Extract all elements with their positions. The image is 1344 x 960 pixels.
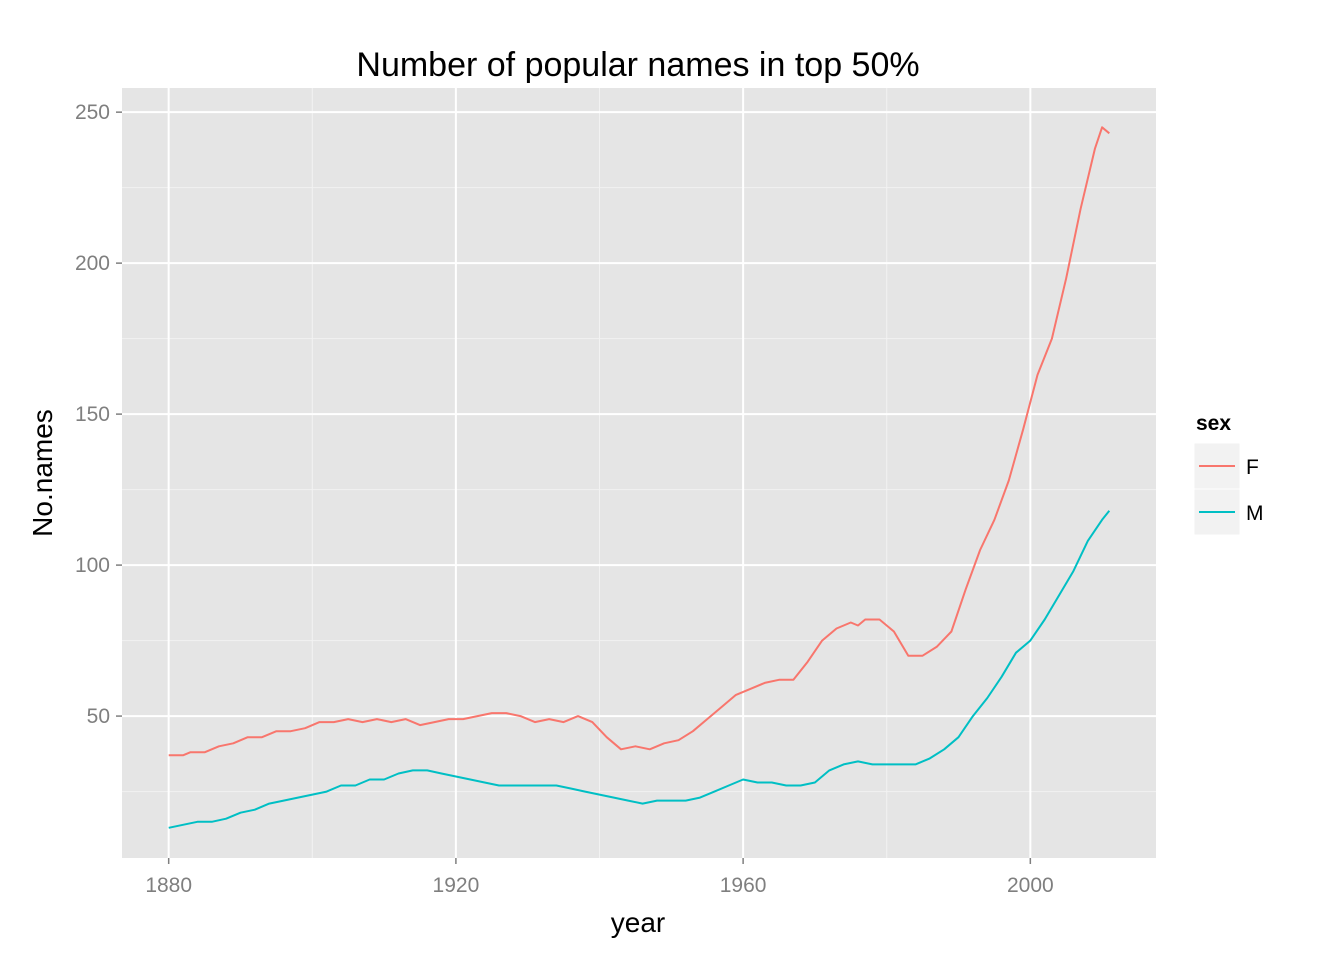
- series-lines: [168, 126, 1111, 829]
- series-line-f: [168, 126, 1110, 757]
- x-tick-label: 1880: [145, 874, 192, 897]
- x-axis-label: year: [611, 907, 665, 938]
- legend: sex FM: [1193, 412, 1264, 536]
- y-tick-label: 100: [75, 554, 110, 577]
- y-tick-label: 200: [75, 252, 110, 275]
- y-tick-label: 250: [75, 101, 110, 124]
- x-tick-label: 1960: [720, 874, 767, 897]
- legend-title: sex: [1196, 412, 1231, 435]
- minor-gridlines: [122, 88, 1156, 858]
- y-axis-label: No.names: [27, 409, 58, 537]
- legend-label-f: F: [1246, 456, 1259, 479]
- major-gridlines: [122, 88, 1156, 858]
- y-axis-ticks: 50 100 150 200 250: [75, 101, 122, 728]
- x-tick-label: 1920: [433, 874, 480, 897]
- x-tick-label: 2000: [1007, 874, 1054, 897]
- legend-label-m: M: [1246, 502, 1264, 525]
- y-tick-label: 150: [75, 403, 110, 426]
- y-tick-label: 50: [87, 705, 110, 728]
- x-axis-ticks: 1880 1920 1960 2000: [145, 858, 1054, 897]
- series-line-m: [168, 510, 1111, 829]
- plot-panel: [122, 88, 1156, 858]
- chart-title: Number of popular names in top 50%: [356, 46, 919, 84]
